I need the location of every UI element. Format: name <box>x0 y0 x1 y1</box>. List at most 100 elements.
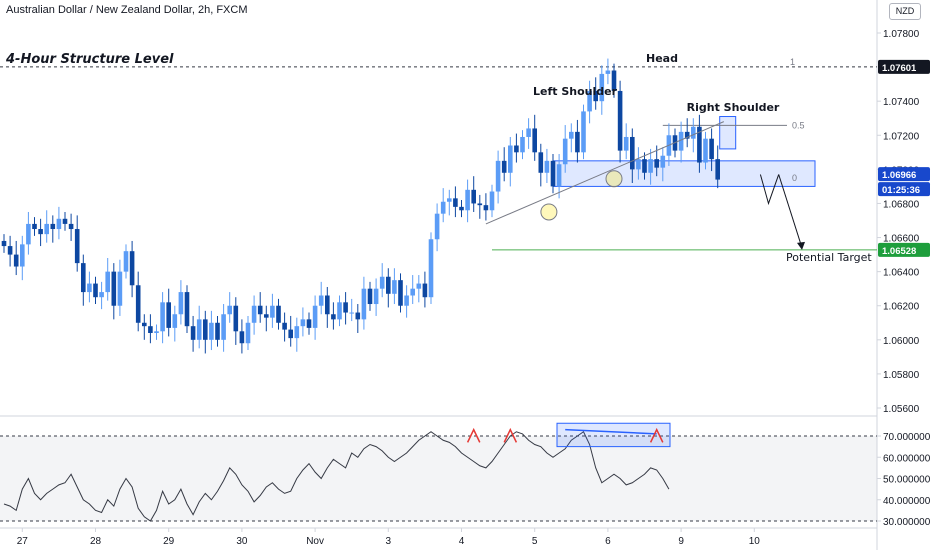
candle-body <box>623 136 629 151</box>
candle-body <box>184 292 190 327</box>
candle-body <box>483 205 489 211</box>
candle-body <box>135 285 141 323</box>
structure-price-badge-bg <box>878 59 930 74</box>
candle-body <box>501 160 507 173</box>
candle-body <box>630 136 635 170</box>
price-tick-label: 1.07200 <box>883 131 920 142</box>
candle-body <box>678 131 684 151</box>
candle-body <box>410 288 415 296</box>
candle-body <box>447 198 452 202</box>
candle-body <box>62 218 68 224</box>
candle-body <box>367 288 373 305</box>
candle-body <box>148 326 153 333</box>
countdown-badge: 01:25:36 <box>882 185 920 196</box>
candle-body <box>99 292 104 298</box>
price-tick-label: 1.05800 <box>883 370 920 381</box>
candle-body <box>562 138 568 165</box>
candle-body <box>715 159 720 180</box>
candle-body <box>544 160 550 173</box>
candle-body <box>660 155 666 168</box>
candle-body <box>300 319 306 327</box>
time-tick-label: 3 <box>386 536 392 547</box>
divergence-zone <box>556 422 671 448</box>
candle-body <box>111 271 117 306</box>
candle-body <box>697 126 702 163</box>
candle-body <box>605 70 611 74</box>
candle-body <box>251 305 257 323</box>
candle-body <box>343 302 348 313</box>
overbought-peak <box>466 427 481 443</box>
price-tick-label: 1.05600 <box>883 404 920 415</box>
candle-body <box>282 322 287 330</box>
candle-body <box>379 276 385 289</box>
candle-body <box>575 131 580 153</box>
candle-body <box>331 314 336 320</box>
candle-body <box>166 302 171 328</box>
candle-body <box>209 322 214 340</box>
time-tick-label: 6 <box>605 536 611 547</box>
overbought-peak <box>503 427 518 443</box>
osc-tick-label: 40.000000 <box>883 496 931 507</box>
candle-body <box>471 189 476 204</box>
chart-title: Australian Dollar / New Zealand Dollar, … <box>6 4 247 16</box>
price-tick-label: 1.06600 <box>883 234 920 245</box>
time-tick-label: Nov <box>306 536 324 547</box>
candle-body <box>93 283 98 298</box>
candle-body <box>7 246 13 255</box>
candle-body <box>233 305 239 332</box>
candle-body <box>325 295 330 315</box>
trend-line <box>485 121 724 225</box>
candle-body <box>453 198 458 207</box>
potential-target-label: Potential Target <box>786 251 872 264</box>
candle-body <box>416 283 422 289</box>
neckline-zone <box>552 160 816 187</box>
time-tick-label: 9 <box>678 536 684 547</box>
candle-body <box>56 218 62 230</box>
candle-body <box>129 251 135 286</box>
candle-body <box>556 164 562 187</box>
candle-body <box>434 213 440 240</box>
osc-tick-label: 60.000000 <box>883 453 931 464</box>
candle-body <box>355 312 361 320</box>
projection-path <box>759 174 780 206</box>
candle-body <box>654 159 659 168</box>
structure-price-badge: 1.07601 <box>882 63 917 74</box>
candle-body <box>68 223 74 230</box>
candle-body <box>87 283 92 293</box>
candle-body <box>318 295 324 306</box>
candle-body <box>215 322 220 340</box>
time-tick-label: 30 <box>236 536 248 547</box>
candle-body <box>581 111 586 153</box>
candle-body <box>550 160 556 187</box>
candle-body <box>495 160 501 192</box>
candle-body <box>221 314 226 340</box>
candle-body <box>684 131 690 139</box>
left-shoulder-circle <box>540 203 558 221</box>
last-price-badge: 1.06966 <box>882 170 916 181</box>
candle-body <box>538 152 544 173</box>
price-tick-label: 1.06000 <box>883 336 920 347</box>
candle-body <box>386 276 391 294</box>
candle-body <box>81 263 86 293</box>
candle-body <box>569 131 574 139</box>
candle-body <box>373 288 379 305</box>
candle-body <box>294 326 300 339</box>
candle-body <box>257 305 263 315</box>
candle-body <box>38 229 43 235</box>
price-tick-label: 1.06400 <box>883 268 920 279</box>
head-label: Head <box>646 52 678 65</box>
candle-body <box>245 322 251 344</box>
candle-body <box>190 326 196 340</box>
candle-body <box>514 145 519 153</box>
candle-body <box>276 305 281 323</box>
candle-body <box>337 302 342 320</box>
currency-badge[interactable]: NZD <box>889 3 921 20</box>
candle-body <box>117 271 123 306</box>
candle-body <box>520 136 525 153</box>
time-tick-label: 29 <box>163 536 175 547</box>
fib-1-label: 1 <box>790 57 795 67</box>
candle-body <box>361 288 367 320</box>
candle-body <box>617 90 623 151</box>
